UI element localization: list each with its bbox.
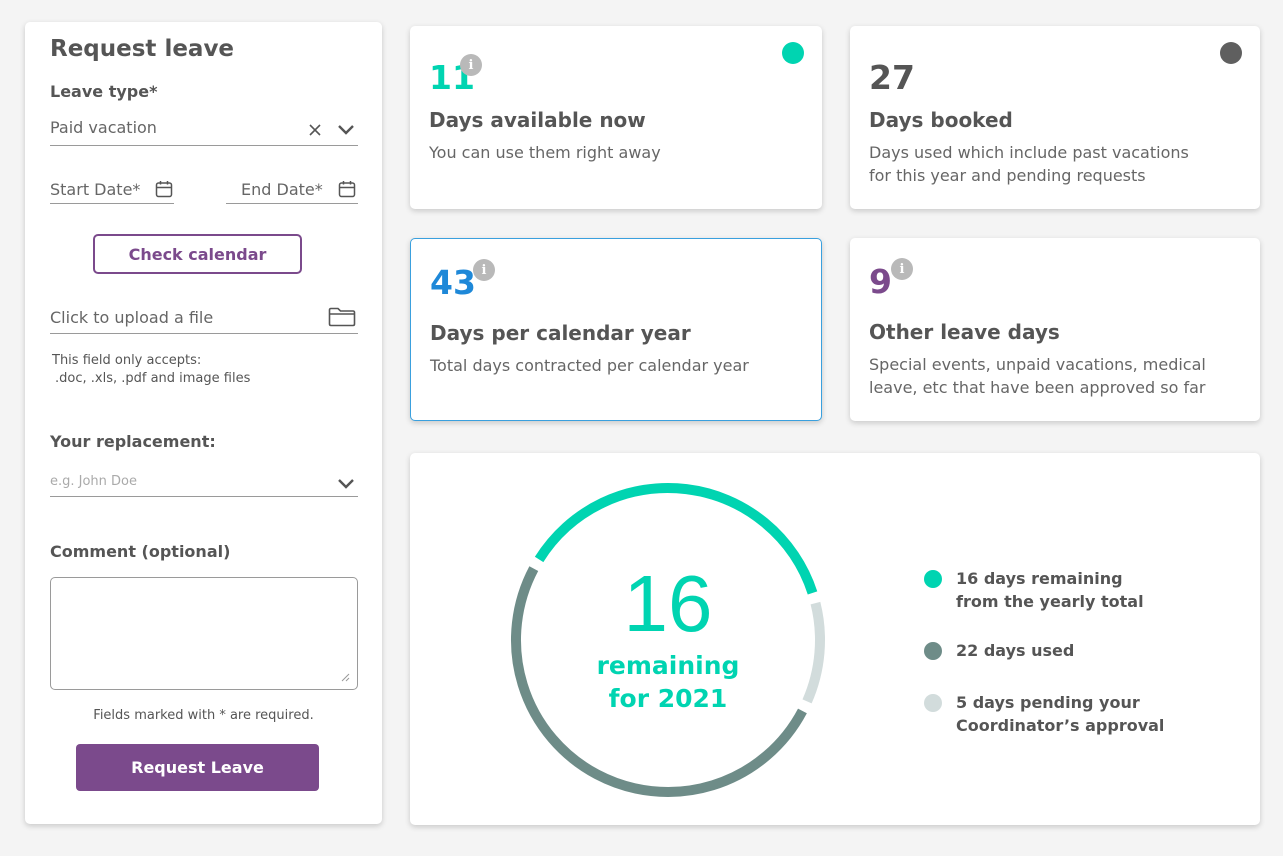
- replacement-placeholder: e.g. John Doe: [50, 474, 138, 489]
- check-calendar-button[interactable]: Check calendar: [93, 234, 302, 274]
- clear-icon[interactable]: [307, 122, 323, 138]
- days-per-year-value: 43: [430, 263, 476, 302]
- legend-remaining-line2: from the yearly total: [956, 592, 1144, 611]
- legend-pending: 5 days pending your Coordinator’s approv…: [924, 691, 1186, 737]
- chevron-down-icon[interactable]: [336, 475, 356, 493]
- leave-type-select[interactable]: Paid vacation: [50, 118, 358, 146]
- other-leave-desc-line1: Special events, unpaid vacations, medica…: [869, 355, 1206, 374]
- info-icon[interactable]: i: [473, 259, 495, 281]
- days-booked-desc: Days used which include past vacations f…: [869, 141, 1249, 187]
- legend-remaining: 16 days remaining from the yearly total: [924, 567, 1186, 613]
- chevron-down-icon[interactable]: [336, 121, 356, 139]
- comment-textarea[interactable]: [50, 577, 358, 690]
- other-leave-title: Other leave days: [869, 320, 1060, 344]
- days-booked-title: Days booked: [869, 108, 1013, 132]
- days-booked-card: 27 Days booked Days used which include p…: [850, 26, 1260, 209]
- start-date-label: Start Date*: [50, 180, 141, 199]
- donut-center-value: 16: [624, 559, 713, 648]
- info-icon[interactable]: i: [460, 54, 482, 76]
- legend-dot-used: [924, 642, 942, 660]
- info-icon[interactable]: i: [891, 258, 913, 280]
- end-date-field[interactable]: End Date*: [226, 176, 358, 204]
- days-booked-desc-line2: for this year and pending requests: [869, 166, 1146, 185]
- leave-donut-chart: 16 remaining for 2021: [511, 483, 825, 797]
- other-leave-desc: Special events, unpaid vacations, medica…: [869, 353, 1249, 399]
- other-leave-card: 9 i Other leave days Special events, unp…: [850, 238, 1260, 421]
- resize-handle-icon[interactable]: [339, 671, 351, 683]
- donut-center-line1: remaining: [597, 651, 740, 680]
- legend-remaining-line1: 16 days remaining: [956, 569, 1123, 588]
- days-per-year-card: 43 i Days per calendar year Total days c…: [410, 238, 822, 421]
- legend-pending-line1: 5 days pending your: [956, 693, 1140, 712]
- days-booked-desc-line1: Days used which include past vacations: [869, 143, 1189, 162]
- legend-dot-pending: [924, 694, 942, 712]
- other-leave-value: 9: [869, 262, 892, 301]
- upload-hint-line1: This field only accepts:: [52, 353, 202, 368]
- folder-icon[interactable]: [328, 306, 356, 328]
- days-per-year-title: Days per calendar year: [430, 321, 691, 345]
- calendar-icon[interactable]: [154, 179, 174, 199]
- days-available-desc: You can use them right away: [429, 143, 661, 162]
- donut-segment-pending: [802, 601, 825, 704]
- form-title: Request leave: [50, 36, 235, 62]
- file-upload-field[interactable]: Click to upload a file: [50, 306, 358, 334]
- donut-segment-remaining: [534, 483, 818, 595]
- status-dot-grey: [1220, 42, 1242, 64]
- leave-summary-card: 16 remaining for 2021 16 days remaining …: [410, 453, 1260, 825]
- donut-center-line2: for 2021: [609, 684, 728, 713]
- replacement-label: Your replacement:: [50, 432, 216, 451]
- legend-used: 22 days used: [924, 639, 1186, 662]
- upload-label: Click to upload a file: [50, 308, 214, 327]
- days-available-card: 11 i Days available now You can use them…: [410, 26, 822, 209]
- other-leave-desc-line2: leave, etc that have been approved so fa…: [869, 378, 1206, 397]
- comment-label: Comment (optional): [50, 542, 231, 561]
- donut-segment-used: [511, 566, 807, 797]
- replacement-select[interactable]: e.g. John Doe: [50, 472, 358, 497]
- upload-hint-line2: .doc, .xls, .pdf and image files: [55, 371, 251, 386]
- start-date-field[interactable]: Start Date*: [50, 176, 174, 204]
- request-leave-button[interactable]: Request Leave: [76, 744, 319, 791]
- leave-type-value: Paid vacation: [50, 118, 157, 137]
- end-date-label: End Date*: [241, 180, 323, 199]
- legend-used-line1: 22 days used: [956, 641, 1075, 660]
- leave-type-label: Leave type*: [50, 82, 158, 101]
- request-leave-panel: Request leave Leave type* Paid vacation …: [25, 22, 382, 824]
- days-booked-value: 27: [869, 58, 915, 97]
- days-per-year-desc: Total days contracted per calendar year: [430, 356, 749, 375]
- status-dot-teal: [782, 42, 804, 64]
- legend-dot-remaining: [924, 570, 942, 588]
- required-note: Fields marked with * are required.: [93, 708, 314, 723]
- days-available-title: Days available now: [429, 108, 646, 132]
- calendar-icon[interactable]: [337, 179, 357, 199]
- legend-pending-line2: Coordinator’s approval: [956, 716, 1165, 735]
